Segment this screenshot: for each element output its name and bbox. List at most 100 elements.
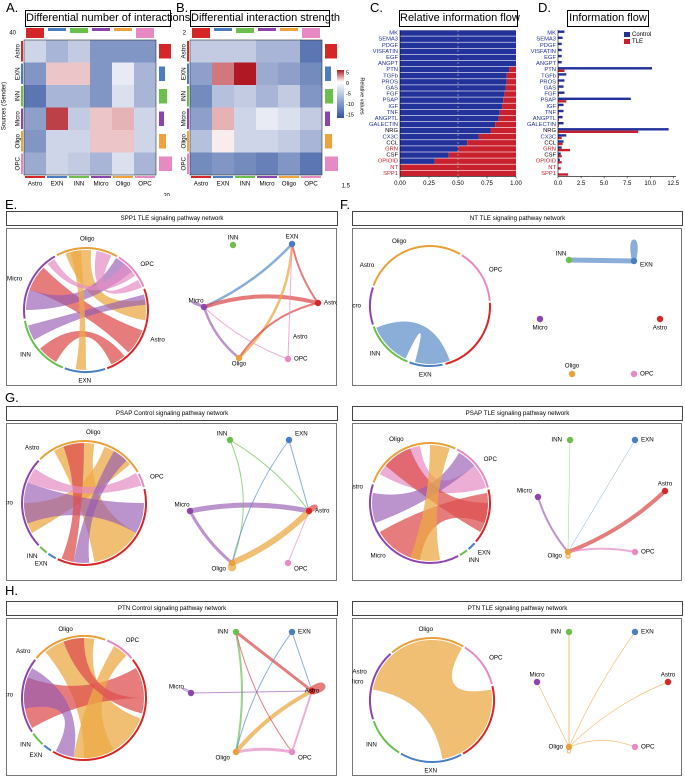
category-label: ANGPT (536, 61, 556, 67)
network-edge (234, 747, 294, 754)
chord-arc (459, 549, 468, 556)
group-color-strip (213, 176, 233, 178)
network-node (314, 299, 322, 307)
bar-control (558, 54, 562, 58)
network-edge (231, 439, 290, 564)
chart-c-title: Relative information flow (399, 10, 520, 27)
heatmap-cell (90, 130, 112, 153)
network-edge (567, 547, 636, 553)
network-node (630, 257, 638, 265)
network-edge (566, 257, 637, 264)
group-color-strip (279, 176, 299, 178)
category-label: GAS (386, 85, 398, 91)
chord-link (73, 451, 127, 563)
y-tick-label: INN (181, 91, 188, 102)
network-edge (229, 439, 244, 564)
heatmap-cell (24, 85, 46, 108)
category-label: CX3C (541, 134, 556, 140)
node-label: OPC (641, 744, 655, 751)
chord-link (28, 294, 146, 340)
legend-colorbar (337, 70, 344, 118)
network-e-title: SPP1 TLE signaling pathway network (6, 211, 338, 226)
y-tick-label: Astro (15, 43, 22, 58)
node-label: EXN (641, 629, 654, 636)
group-color-strip (301, 176, 321, 178)
network-node (534, 493, 542, 501)
heatmap-cell (300, 152, 322, 175)
chord-arc (43, 744, 52, 752)
network-edge (234, 689, 314, 754)
heatmap-cell (46, 130, 68, 153)
node-label: Oligo (216, 755, 231, 762)
chord-arc (39, 546, 48, 554)
heatmap-cell (212, 40, 234, 63)
heatmap-cell (46, 62, 68, 85)
category-label: NT (390, 165, 398, 171)
chord-link (410, 445, 450, 561)
network-node (288, 748, 296, 756)
bar-control (558, 48, 562, 52)
category-label: OPIOID (378, 159, 398, 165)
node-label: Astro (653, 325, 668, 332)
heatmap-cell (256, 152, 278, 175)
bar-tle (558, 155, 562, 158)
legend-tick: -5 (346, 91, 351, 97)
category-label: GALECTIN (527, 122, 556, 128)
network-h2: Oligo OPC Astro EXN INN Micro INN EXN Micro Astro… (352, 618, 682, 776)
bar-control (558, 97, 631, 100)
category-label: PTN (544, 67, 556, 73)
network-g1: OligoOPCAstroEXNINNMicroINNEXNAstroMicro… (6, 423, 337, 581)
heatmap-cell (190, 40, 212, 63)
y-tick-label: OPC (181, 157, 188, 171)
chord-arc (391, 637, 464, 654)
bar-control (400, 30, 516, 36)
chord-arc (21, 460, 40, 546)
heatmap-cell (212, 85, 234, 108)
legend-title: Relative values (359, 77, 365, 115)
bar-tle (558, 75, 559, 79)
cell-type-label: INN (469, 557, 480, 564)
y-axis-title: Sources (Sender) (1, 82, 8, 131)
x-tick-label: Oligo (116, 181, 131, 188)
heatmap-cell (300, 40, 322, 63)
network-node (631, 436, 639, 444)
heatmap-cell (112, 130, 134, 153)
y-tick-label: EXN (15, 67, 22, 80)
chord-arc (137, 473, 145, 488)
heatmap-cell (90, 62, 112, 85)
bar-tle (558, 81, 559, 85)
heatmap-border (189, 39, 323, 176)
heatmap-cell (134, 152, 156, 175)
x-tick-label: Micro (93, 181, 109, 188)
category-label: GALECTIN (369, 122, 398, 128)
chord-arc (32, 732, 44, 745)
network-node (284, 355, 292, 363)
bar-tle (558, 94, 559, 97)
node-label: OPC (294, 566, 308, 573)
cell-type-label: Astro (352, 668, 367, 675)
bar-tle (558, 100, 567, 103)
heatmap-cell (278, 62, 300, 85)
heatmap-cell (46, 40, 68, 63)
bar-control (558, 67, 653, 70)
heatmap-cell (112, 62, 134, 85)
network-node (200, 303, 208, 311)
cell-type-label: INN (366, 741, 377, 748)
heatmap-cell (278, 40, 300, 63)
row-sum-bar (159, 89, 167, 104)
network-edge (566, 489, 667, 554)
bar-control (558, 109, 564, 113)
heatmap-cell (256, 62, 278, 85)
node-label: OPC (641, 549, 655, 556)
node-label: Astro (315, 508, 330, 515)
chord-arc (23, 255, 56, 319)
x-tick-label: 10.0 (644, 181, 656, 187)
legend-tick: -15 (346, 112, 354, 118)
cell-type-label: OPC (484, 456, 498, 463)
y-tick-label: Micro (15, 111, 22, 127)
network-e: Astro EXN INN Micro Oligo OPC INN EXN Astro Micro… (6, 228, 337, 386)
chord-arc (372, 326, 408, 363)
cell-type-label: Astro (360, 262, 375, 269)
group-color-strip (69, 176, 89, 178)
chord-arc (369, 653, 392, 720)
